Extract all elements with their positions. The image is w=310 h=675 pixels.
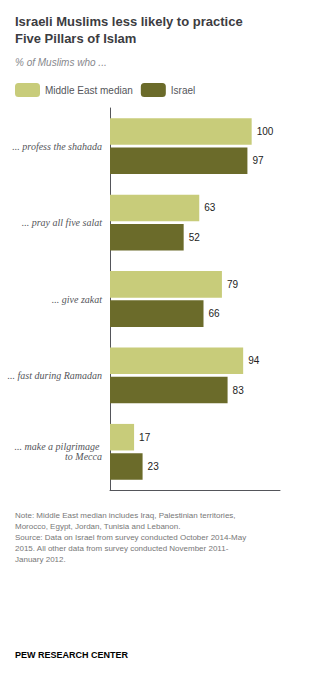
svg-text:94: 94 <box>248 355 260 366</box>
svg-text:17: 17 <box>139 432 151 443</box>
svg-text:Israel: Israel <box>171 85 195 96</box>
svg-text:... pray all five salat: ... pray all five salat <box>22 217 102 228</box>
svg-text:January 2012.: January 2012. <box>15 555 66 564</box>
svg-text:PEW RESEARCH CENTER: PEW RESEARCH CENTER <box>15 650 129 660</box>
svg-text:2015. All other data from surv: 2015. All other data from survey conduct… <box>15 544 229 553</box>
svg-text:... profess the shahada: ... profess the shahada <box>12 141 102 152</box>
svg-text:... fast during Ramadan: ... fast during Ramadan <box>8 370 102 381</box>
svg-text:97: 97 <box>252 155 264 166</box>
svg-text:100: 100 <box>257 126 274 137</box>
svg-text:Five Pillars of Islam: Five Pillars of Islam <box>15 31 136 46</box>
svg-text:Morocco, Egypt, Jordan, Tunisi: Morocco, Egypt, Jordan, Tunisia and Leba… <box>15 522 180 531</box>
svg-text:63: 63 <box>204 202 216 213</box>
svg-text:Source: Data on Israel from su: Source: Data on Israel from survey condu… <box>15 533 246 542</box>
svg-text:52: 52 <box>189 232 201 243</box>
svg-text:... make a pilgrimage: ... make a pilgrimage <box>14 441 102 453</box>
svg-text:to Mecca: to Mecca <box>65 451 102 462</box>
svg-text:23: 23 <box>148 461 160 472</box>
svg-text:Middle East median: Middle East median <box>45 85 133 96</box>
svg-text:Note: Middle East median inclu: Note: Middle East median includes Iraq, … <box>15 511 236 520</box>
svg-text:Israeli Muslims less likely to: Israeli Muslims less likely to practice <box>15 14 243 29</box>
svg-text:% of Muslims who ...: % of Muslims who ... <box>15 57 107 68</box>
svg-text:79: 79 <box>227 279 239 290</box>
svg-text:83: 83 <box>233 385 245 396</box>
svg-text:... give zakat: ... give zakat <box>52 294 102 305</box>
svg-text:66: 66 <box>209 308 221 319</box>
